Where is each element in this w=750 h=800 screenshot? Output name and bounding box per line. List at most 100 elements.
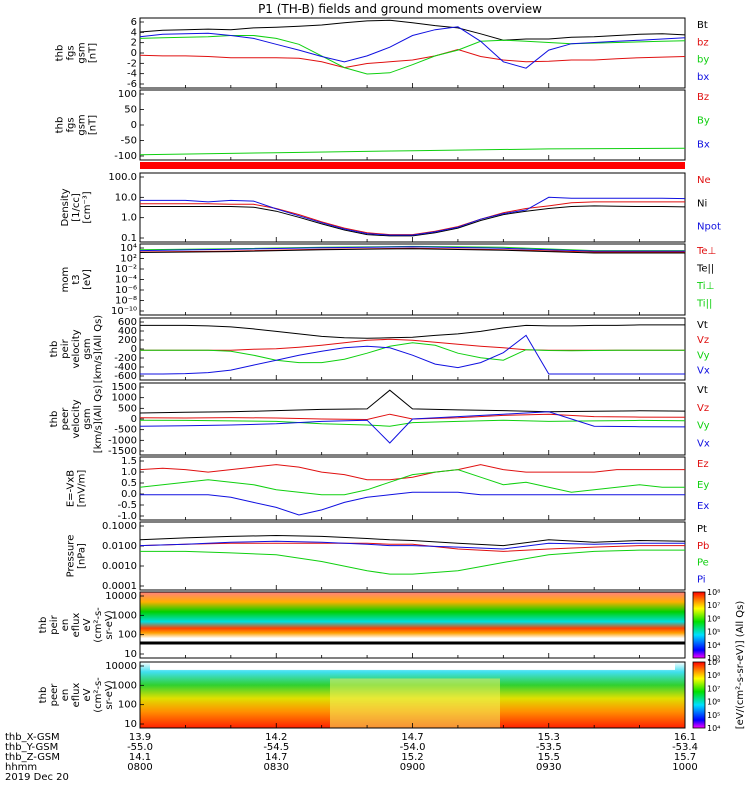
y-axis-label-line: peir [49,614,60,634]
footer-value: -53.4 [672,742,698,753]
y-tick-label: -1500 [108,446,137,457]
y-tick-label: 1000 [112,610,137,621]
y-tick-label: 10⁴ [120,243,137,254]
y-axis-label-line: [nT] [88,115,99,135]
legend-entry: Npot [697,222,721,233]
colorbar-tick-label: 10⁵ [707,711,720,720]
y-axis-label-line: fgs [66,117,77,132]
panel-frame [139,172,686,243]
y-axis-label-line: peer [60,407,71,431]
colorbar-tick-label: 10⁹ [707,658,720,667]
series-line-Ez [139,464,685,481]
y-axis-label-line: eflux [71,683,82,708]
y-tick-label: 0 [131,120,137,131]
y-axis-label: E=-VxB [mV/m] [66,470,88,508]
panel-8: 0.1000 0.0100 0.0010 0.0001 Pressure [nPa] Pt P… [66,521,710,592]
y-tick-label: 2 [131,38,137,49]
footer-value: 13.9 [129,732,151,743]
legend-entry: by [697,55,709,66]
y-axis-label-line: peir [60,338,71,358]
y-tick-label: 1.0 [121,213,137,224]
legend-entry: Bx [697,139,710,150]
y-axis-label: thb fgs gsm [nT] [55,42,99,63]
legend-entry: Vx [697,439,710,450]
y-tick-label: 10⁻² [115,264,137,275]
y-tick-label: 4 [131,27,137,38]
y-tick-label: 1.5 [121,456,137,467]
y-axis-label-line: en [60,689,71,702]
y-tick-label: 10⁻¹⁰ [111,306,137,317]
y-axis-label: thb peir en eflux eV (cm²-s-sr-eV) [38,607,115,643]
series-line-bz [139,48,686,69]
colorbar-tick-label: 10⁶ [707,614,720,623]
footer-value: -54.0 [400,742,426,753]
legend-entry: Vt [697,385,708,396]
footer-row-label: thb_X-GSM [5,732,60,743]
y-tick-label: 1.0 [121,467,137,478]
y-axis-label-line: Density [60,188,71,226]
y-tick-label: 6 [131,17,137,28]
series-line-Vt [140,324,685,339]
y-tick-label: 600 [118,317,137,328]
colorbar-tick-label: 10⁶ [707,698,720,707]
y-tick-label: 10000 [105,661,137,672]
footer-value: 14.7 [401,732,423,743]
y-tick-label: 0.1000 [102,521,137,532]
y-axis-label-line: fgs [66,45,77,60]
y-tick-label: 0.0100 [102,541,137,552]
colorbar-label-text: [eV/(cm²-s-sr-eV)] (All Qs) [735,601,746,730]
y-tick-label: 0 [131,48,137,59]
y-tick-label: -600 [114,371,137,382]
colorbar-tick-label: 10⁸ [707,588,720,597]
legend-entry: Bt [697,20,708,31]
footer-value: -55.0 [127,742,153,753]
y-tick-label: 100 [118,89,137,100]
y-axis-label-line: velocity [71,329,82,368]
y-tick-label: -4 [127,69,137,80]
footer-value: 0830 [264,762,289,773]
colorbar-tick-label: 10³ [707,654,720,663]
series-line-Vy [139,419,686,427]
y-axis-label-line: gsm [77,42,88,63]
y-axis-label-line: E=-VxB [66,470,77,507]
y-tick-label: 1000 [112,680,137,691]
y-axis-label-line: velocity [71,399,82,438]
y-tick-label: -1000 [108,435,137,446]
legend-entry: Pt [697,524,707,535]
y-axis-label-line: thb [55,45,66,62]
y-axis-label-line: [km/s](All Qs) [93,315,104,383]
footer-value: 15.7 [674,752,696,763]
panel-frame [139,17,686,89]
colorbar-tick-label: 10⁵ [707,628,720,637]
y-tick-label: 10² [120,254,137,265]
y-axis-label-line: eflux [71,613,82,638]
series-line-Bt [139,19,686,41]
y-axis-label-line: thb [38,687,49,704]
y-axis-label-line: [eV] [82,269,93,290]
y-tick-label: -2 [127,58,137,69]
colorbar [692,661,706,729]
series-line-By [139,147,686,156]
legend-entry: Vy [697,350,710,361]
y-axis-label-line: gsm [77,114,88,135]
footer-value: 16.1 [674,732,696,743]
y-tick-label: 10 [124,649,137,660]
y-tick-label: 0.0010 [102,561,137,572]
series-line-Pi [139,540,685,550]
y-axis-label-line: thb [55,117,66,134]
legend-entry: Te|| [696,264,714,275]
y-axis-label: mom t3 [eV] [60,267,93,293]
footer-row-label: 2019 Dec 20 [5,772,69,783]
y-axis-label: thb peir velocity gsm [km/s](All Qs) [49,315,104,383]
footer-value: 15.5 [538,752,560,763]
legend-entry: Pi [697,574,706,585]
y-axis-label-line: sr-eV) [104,680,115,709]
footer-value: 14.2 [265,732,287,743]
spectrogram-gap-band [140,641,685,645]
series-line-by [139,35,686,75]
y-axis-label-line: [cm⁻³] [82,191,93,223]
